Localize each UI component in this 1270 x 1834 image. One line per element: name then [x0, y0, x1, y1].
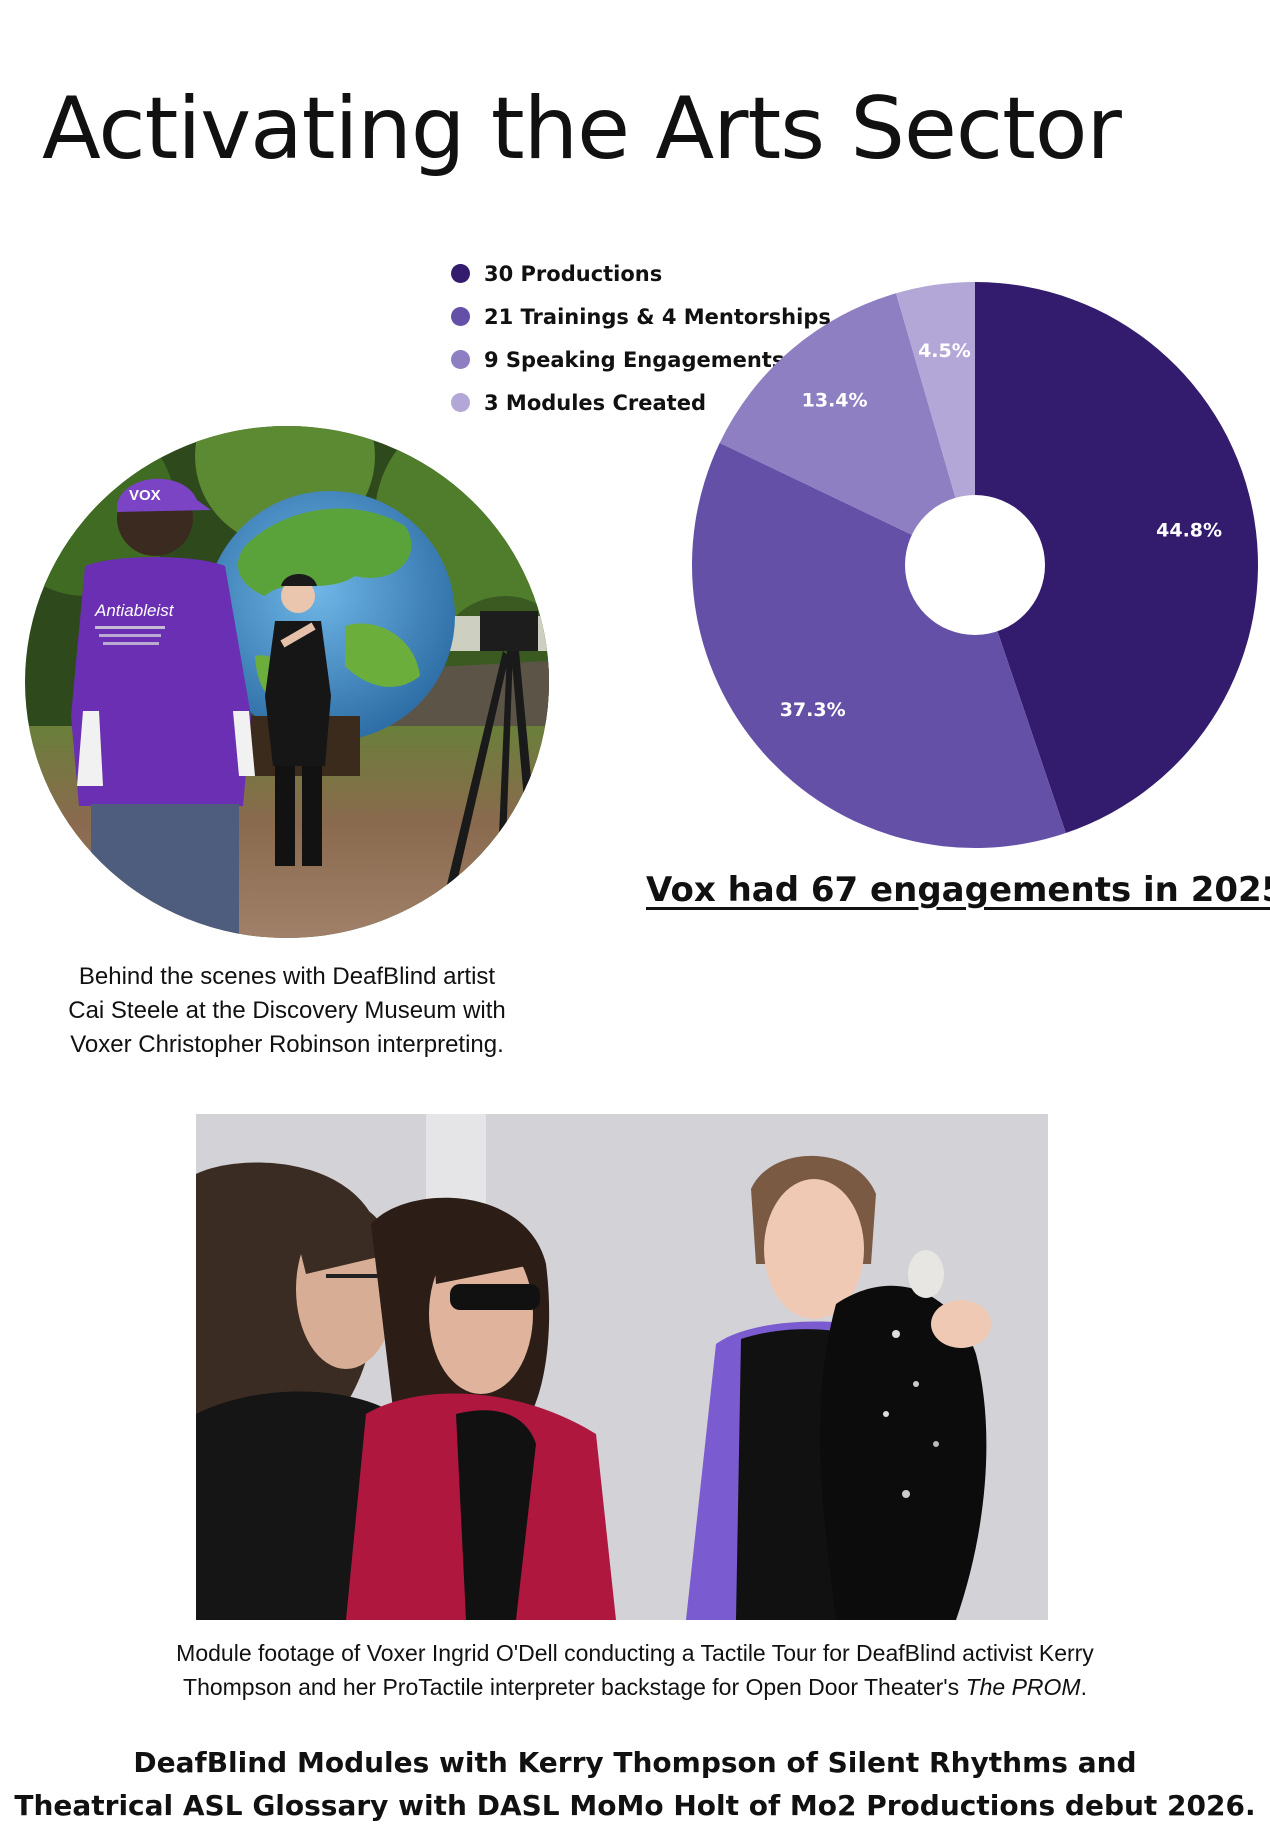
- footer-announcement: DeafBlind Modules with Kerry Thompson of…: [0, 1741, 1270, 1827]
- photo-discovery-museum: VOX Antiableist: [25, 426, 549, 938]
- footer-line: Theatrical ASL Glossary with DASL MoMo H…: [14, 1789, 1256, 1822]
- shirt-text: Antiableist: [94, 601, 175, 620]
- legend-item: 30 Productions: [451, 252, 831, 295]
- legend-swatch: [451, 350, 470, 369]
- caption-text: Thompson and her ProTactile interpreter …: [183, 1674, 966, 1700]
- pie-slice: [692, 442, 1066, 848]
- legend-label: 3 Modules Created: [484, 390, 706, 415]
- legend-swatch: [451, 393, 470, 412]
- cap-logo-text: VOX: [129, 487, 161, 504]
- pie-slice: [975, 282, 1258, 834]
- footer-line: DeafBlind Modules with Kerry Thompson of…: [133, 1746, 1137, 1779]
- caption-text: .: [1080, 1674, 1087, 1700]
- chart-caption: Vox had 67 engagements in 2025: [646, 870, 1270, 910]
- legend-swatch: [451, 307, 470, 326]
- legend-label: 9 Speaking Engagements: [484, 347, 785, 372]
- photo-2-caption: Module footage of Voxer Ingrid O'Dell co…: [0, 1636, 1270, 1704]
- legend-label: 21 Trainings & 4 Mentorships: [484, 304, 831, 329]
- legend-item: 3 Modules Created: [451, 381, 831, 424]
- photo-tactile-tour: [196, 1114, 1048, 1620]
- caption-line: Cai Steele at the Discovery Museum with: [68, 997, 506, 1024]
- chart-legend: 30 Productions 21 Trainings & 4 Mentorshi…: [451, 252, 831, 424]
- slice-label: 4.5%: [918, 340, 971, 362]
- donut-hole: [905, 495, 1045, 635]
- caption-line: Voxer Christopher Robinson interpreting.: [70, 1031, 504, 1058]
- slice-label: 44.8%: [1156, 520, 1222, 542]
- caption-line: Behind the scenes with DeafBlind artist: [78, 963, 496, 990]
- legend-item: 9 Speaking Engagements: [451, 338, 831, 381]
- pie-slice: [896, 282, 975, 565]
- photo-1-caption: Behind the scenes with DeafBlind artist …: [40, 960, 534, 1062]
- caption-line: Thompson and her ProTactile interpreter …: [0, 1670, 1270, 1704]
- page-title: Activating the Arts Sector: [42, 79, 1122, 179]
- slice-label: 37.3%: [780, 699, 846, 721]
- legend-item: 21 Trainings & 4 Mentorships: [451, 295, 831, 338]
- caption-line: Module footage of Voxer Ingrid O'Dell co…: [176, 1640, 1094, 1666]
- legend-label: 30 Productions: [484, 261, 663, 286]
- engagements-donut-chart: 44.8% 37.3% 13.4% 4.5%: [692, 282, 1258, 848]
- slice-label: 13.4%: [802, 390, 868, 412]
- pie-slice: [719, 293, 975, 565]
- legend-swatch: [451, 264, 470, 283]
- production-title: The PROM: [965, 1674, 1081, 1700]
